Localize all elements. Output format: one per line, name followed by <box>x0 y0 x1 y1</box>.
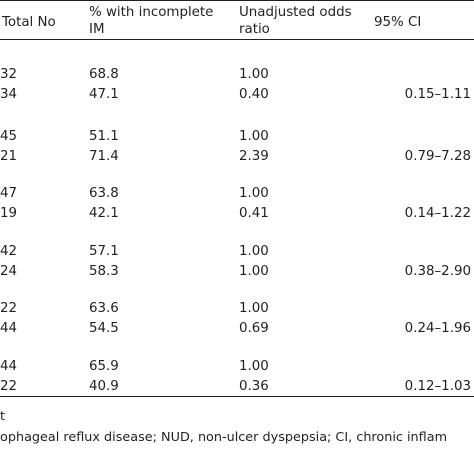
ci-cell: 0.12–1.03 <box>404 379 471 394</box>
ci-cell: 0.15–1.11 <box>404 87 471 102</box>
odds-ratio-cell: 1.00 <box>239 359 269 374</box>
total-cell: 45 <box>0 129 18 144</box>
footnote-line-2: ophageal reflux disease; NUD, non-ulcer … <box>0 430 448 445</box>
pct-incomplete-cell: 57.1 <box>89 244 119 259</box>
table-bottom-rule <box>0 396 474 398</box>
total-cell: 44 <box>0 359 18 374</box>
pct-incomplete-cell: 40.9 <box>89 379 119 394</box>
pct-incomplete-cell: 68.8 <box>89 67 119 82</box>
total-cell: 22 <box>0 301 18 316</box>
odds-ratio-cell: 1.00 <box>239 264 269 279</box>
total-cell: 22 <box>0 379 18 394</box>
odds-ratio-cell: 2.39 <box>239 149 269 164</box>
total-cell: 34 <box>0 87 18 102</box>
ci-cell: 0.38–2.90 <box>404 264 471 279</box>
pct-incomplete-cell: 42.1 <box>89 206 119 221</box>
odds-ratio-cell: 1.00 <box>239 301 269 316</box>
pct-incomplete-cell: 65.9 <box>89 359 119 374</box>
total-cell: 44 <box>0 321 18 336</box>
ci-cell: 0.79–7.28 <box>404 149 471 164</box>
ci-cell: 0.24–1.96 <box>404 321 471 336</box>
odds-ratio-cell: 1.00 <box>239 67 269 82</box>
pct-incomplete-cell: 63.6 <box>89 301 119 316</box>
odds-ratio-cell: 0.36 <box>239 379 269 394</box>
total-cell: 21 <box>0 149 18 164</box>
pct-incomplete-cell: 51.1 <box>89 129 119 144</box>
header-95-ci: 95% CI <box>374 15 422 30</box>
odds-ratio-cell: 1.00 <box>239 186 269 201</box>
total-cell: 32 <box>0 67 18 82</box>
pct-incomplete-cell: 54.5 <box>89 321 119 336</box>
header-pct-incomplete-im: % with incomplete IM <box>89 5 214 37</box>
odds-ratio-cell: 0.69 <box>239 321 269 336</box>
footnote-line-1: t <box>0 409 6 424</box>
header-total: Total No <box>2 15 56 30</box>
total-cell: 19 <box>0 206 18 221</box>
pct-incomplete-cell: 47.1 <box>89 87 119 102</box>
header-bottom-rule <box>0 39 474 41</box>
odds-ratio-cell: 0.40 <box>239 87 269 102</box>
total-cell: 42 <box>0 244 18 259</box>
total-cell: 47 <box>0 186 18 201</box>
odds-ratio-cell: 1.00 <box>239 244 269 259</box>
total-cell: 24 <box>0 264 18 279</box>
header-unadjusted-odds-ratio: Unadjusted odds ratio <box>239 5 352 37</box>
odds-ratio-cell: 0.41 <box>239 206 269 221</box>
pct-incomplete-cell: 58.3 <box>89 264 119 279</box>
header-top-rule <box>0 0 474 2</box>
pct-incomplete-cell: 71.4 <box>89 149 119 164</box>
ci-cell: 0.14–1.22 <box>404 206 471 221</box>
pct-incomplete-cell: 63.8 <box>89 186 119 201</box>
odds-ratio-cell: 1.00 <box>239 129 269 144</box>
